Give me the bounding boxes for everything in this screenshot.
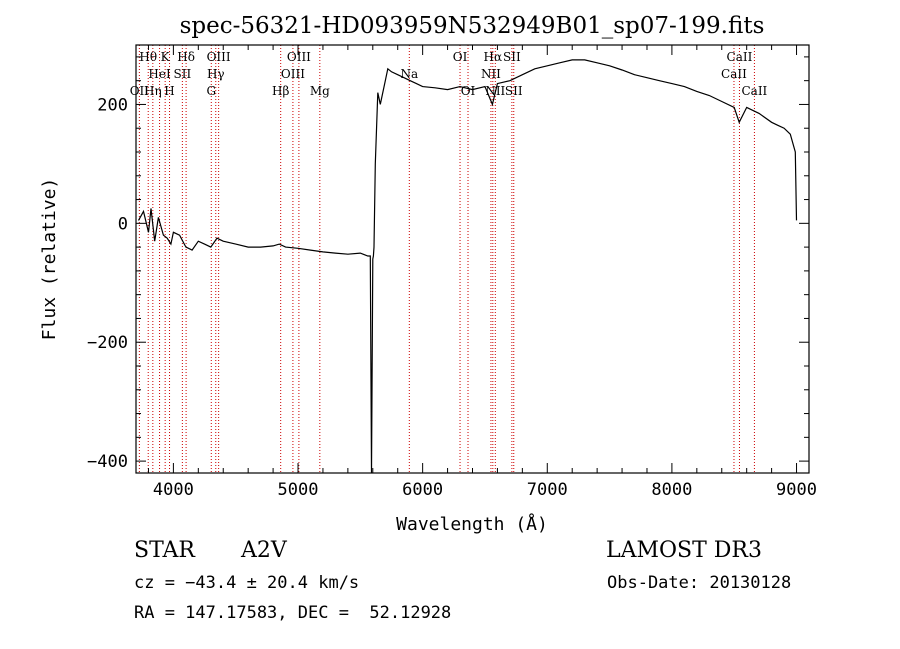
x-tick-label: 4000 xyxy=(153,480,194,500)
x-tick-label: 9000 xyxy=(776,480,817,500)
y-tick-label: −400 xyxy=(87,452,128,472)
object-class: STAR xyxy=(134,538,195,563)
line-label-oiii: OIII xyxy=(207,50,231,64)
line-label-h: H xyxy=(164,84,174,98)
line-label-caii: CaII xyxy=(741,84,767,98)
line-label-sii: SII xyxy=(505,84,523,98)
x-axis-label: Wavelength (Å) xyxy=(396,513,548,535)
plot-frame xyxy=(135,44,810,474)
line-label-sii: SII xyxy=(174,67,192,81)
line-label-nii: NII xyxy=(481,67,501,81)
x-tick-label: 7000 xyxy=(527,480,568,500)
survey-name: LAMOST DR3 xyxy=(606,538,762,563)
line-label-hθ: Hθ xyxy=(139,50,157,64)
line-label-na: Na xyxy=(400,67,418,81)
line-label-hβ: Hβ xyxy=(272,84,289,98)
line-label-hη: Hη xyxy=(144,84,162,98)
line-label-oiii: OIII xyxy=(281,67,305,81)
line-label-oi: OI xyxy=(461,84,476,98)
axis-ticks: 4000 5000 6000 7000 8000 9000 −400 −200 0 200 xyxy=(87,45,817,500)
x-tick-label: 6000 xyxy=(402,480,443,500)
x-tick-label: 8000 xyxy=(651,480,692,500)
observation-date: Obs-Date: 20130128 xyxy=(607,573,792,593)
line-label-hα: Hα xyxy=(484,50,503,64)
line-label-k: K xyxy=(161,50,171,64)
line-label-oi: OI xyxy=(453,50,468,64)
chart-title: spec-56321-HD093959N532949B01_sp07-199.f… xyxy=(180,13,765,39)
y-tick-label: 0 xyxy=(118,214,128,234)
line-label-hδ: Hδ xyxy=(177,50,195,64)
spectral-line-markers xyxy=(138,45,755,473)
coordinates: RA = 147.17583, DEC = 52.12928 xyxy=(134,603,452,623)
line-label-hγ: Hγ xyxy=(207,67,225,81)
redshift-cz: cz = −43.4 ± 20.4 km/s xyxy=(134,573,360,593)
line-label-hei: HeI xyxy=(148,67,171,81)
line-label-caii: CaII xyxy=(727,50,753,64)
y-axis-label: Flux (relative) xyxy=(39,178,60,341)
line-label-mg: Mg xyxy=(310,84,330,98)
line-label-oii: OII xyxy=(130,84,150,98)
y-tick-label: −200 xyxy=(87,333,128,353)
object-subclass: A2V xyxy=(241,538,287,563)
line-label-oiii: OIII xyxy=(287,50,311,64)
x-tick-label: 5000 xyxy=(278,480,319,500)
line-label-sii: SII xyxy=(503,50,521,64)
line-label-caii: CaII xyxy=(721,67,747,81)
flux-series-line xyxy=(137,59,798,474)
spectral-line-labels: OIIHθHηHeIKHSIIHδGHγOIIIHβOIIIOIIIMgNaOI… xyxy=(130,50,768,98)
y-tick-label: 200 xyxy=(97,95,128,115)
line-label-g: G xyxy=(206,84,216,98)
